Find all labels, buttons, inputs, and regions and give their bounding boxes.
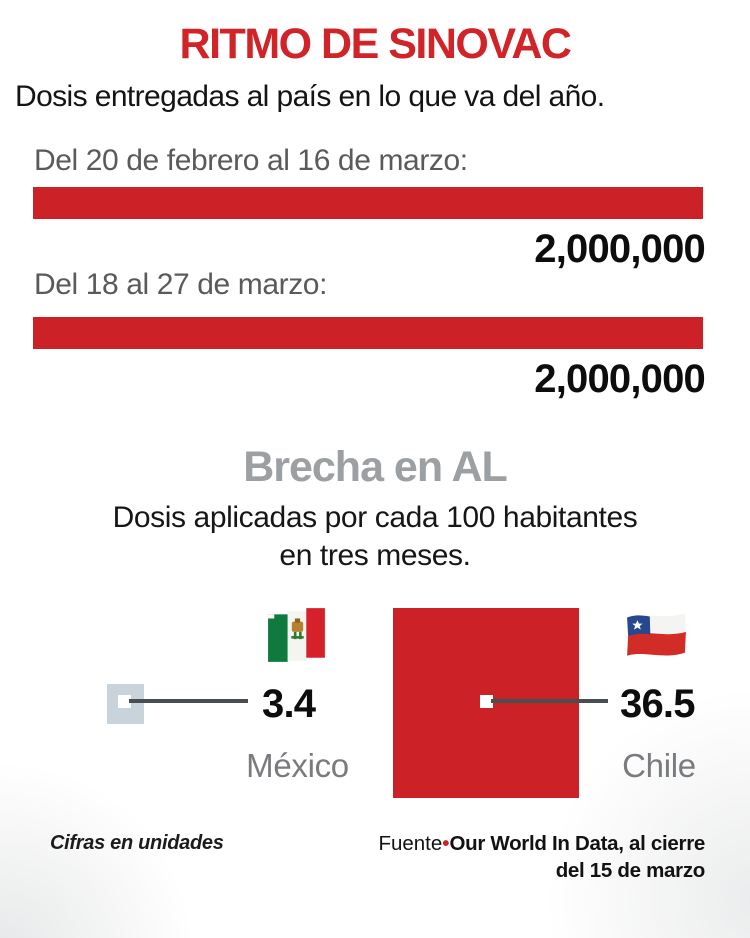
chile-value: 36.5 [620, 682, 695, 726]
chile-callout-line [491, 699, 608, 703]
gap-subtitle-line1: Dosis aplicadas por cada 100 habitantes [112, 501, 638, 534]
delivery-2-label: Del 18 al 27 de marzo: [34, 268, 328, 301]
gap-subtitle-line2: en tres meses. [279, 539, 471, 572]
source-prefix: Fuente [378, 832, 443, 855]
delivery-1-bar [33, 187, 703, 219]
mexico-flag-icon [266, 605, 328, 665]
delivery-2-bar [33, 317, 703, 349]
gap-section-subtitle: Dosis aplicadas por cada 100 habitantes … [0, 499, 750, 575]
mexico-callout-line [129, 699, 248, 703]
source-credit: Fuente•Our World In Data, al cierre del … [285, 830, 705, 884]
page-title: RITMO DE SINOVAC [179, 20, 572, 68]
mexico-label: México [246, 747, 349, 784]
source-bullet-icon: • [442, 832, 450, 855]
mexico-value: 3.4 [262, 682, 316, 726]
page-subtitle: Dosis entregadas al país en lo que va de… [15, 80, 605, 113]
delivery-2-value: 2,000,000 [534, 357, 706, 401]
chile-flag-icon [624, 608, 688, 660]
source-date: del 15 de marzo [555, 859, 706, 882]
chile-label: Chile [622, 747, 696, 784]
units-note: Cifras en unidades [50, 832, 224, 854]
source-name: Our World In Data, al cierre [449, 832, 705, 855]
mexico-anchor-dot [118, 695, 131, 708]
chile-anchor-dot [480, 695, 493, 708]
delivery-1-label: Del 20 de febrero al 16 de marzo: [34, 144, 468, 177]
gap-section-title: Brecha en AL [243, 443, 508, 491]
delivery-1-value: 2,000,000 [534, 227, 706, 271]
